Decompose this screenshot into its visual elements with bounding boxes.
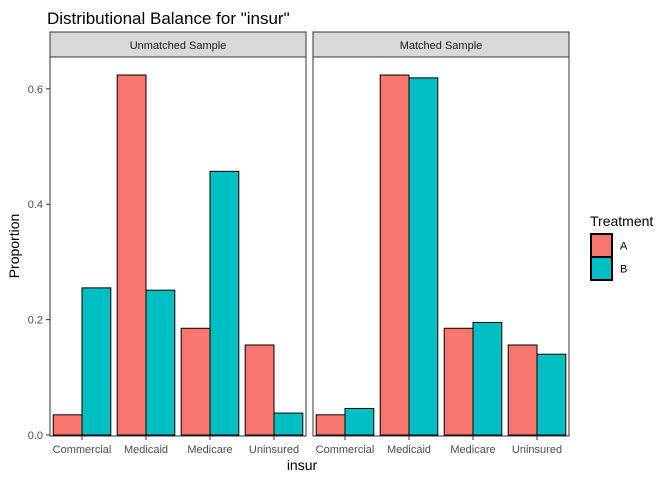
panel-unmatched-sample: Unmatched Sample (49, 31, 307, 437)
x-tick-label-medicare: Medicare (187, 444, 232, 456)
bar-unmatched-sample-medicare-a (180, 327, 211, 436)
panel-border-unmatched (49, 56, 307, 437)
bar-unmatched-sample-uninsured-a (244, 344, 275, 436)
legend-label-a: A (620, 241, 628, 253)
x-tick-label-medicaid: Medicaid (124, 444, 168, 456)
strip-label-unmatched: Unmatched Sample (130, 40, 227, 52)
x-tick-label-medicare: Medicare (450, 444, 495, 456)
bars-matched (315, 74, 567, 436)
x-tick-label-uninsured: Uninsured (512, 444, 562, 456)
x-tick-label-uninsured: Uninsured (249, 444, 299, 456)
y-axis-title: Proportion (6, 214, 22, 279)
y-axis: 0.0 0.2 0.4 0.6 (28, 84, 50, 442)
panel-border-matched (312, 56, 570, 437)
bar-matched-sample-medicare-b (472, 322, 503, 436)
strip-matched-sample (312, 31, 570, 58)
legend-key-a (590, 233, 613, 258)
bar-unmatched-sample-medicaid-b (145, 289, 176, 436)
y-tick-label: 0.2 (28, 315, 43, 327)
bars-unmatched (52, 74, 304, 436)
y-tick-label: 0.6 (28, 84, 43, 96)
bar-matched-sample-medicaid-a (379, 74, 410, 436)
y-tick-label: 0.0 (28, 430, 43, 442)
strip-unmatched-sample (49, 31, 307, 58)
legend-title: Treatment (590, 213, 653, 229)
chart-title: Distributional Balance for "insur" (47, 9, 290, 28)
bar-matched-sample-commercial-b (344, 407, 375, 436)
legend: Treatment A B (590, 213, 653, 281)
bar-unmatched-sample-uninsured-b (273, 412, 304, 436)
bar-unmatched-sample-commercial-a (52, 414, 83, 436)
bar-unmatched-sample-medicaid-a (116, 74, 147, 436)
bar-matched-sample-medicare-a (443, 327, 474, 436)
x-axis-title: insur (287, 457, 318, 473)
x-tick-label-medicaid: Medicaid (387, 444, 431, 456)
x-axis: Commercial Medicaid Medicare Uninsured Comme… (53, 436, 562, 456)
strip-label-matched: Matched Sample (400, 40, 483, 52)
x-tick-label-commercial: Commercial (53, 444, 112, 456)
bar-matched-sample-commercial-a (315, 414, 346, 436)
legend-label-b: B (620, 264, 627, 276)
bar-unmatched-sample-commercial-b (81, 287, 112, 436)
x-tick-label-commercial: Commercial (316, 444, 375, 456)
bar-unmatched-sample-medicare-b (209, 170, 240, 436)
bar-matched-sample-uninsured-b (536, 353, 567, 436)
panel-matched-sample: Matched Sample (312, 31, 570, 437)
y-tick-label: 0.4 (28, 199, 43, 211)
legend-key-b (590, 256, 613, 281)
bar-matched-sample-uninsured-a (507, 344, 538, 436)
bar-matched-sample-medicaid-b (408, 77, 439, 436)
